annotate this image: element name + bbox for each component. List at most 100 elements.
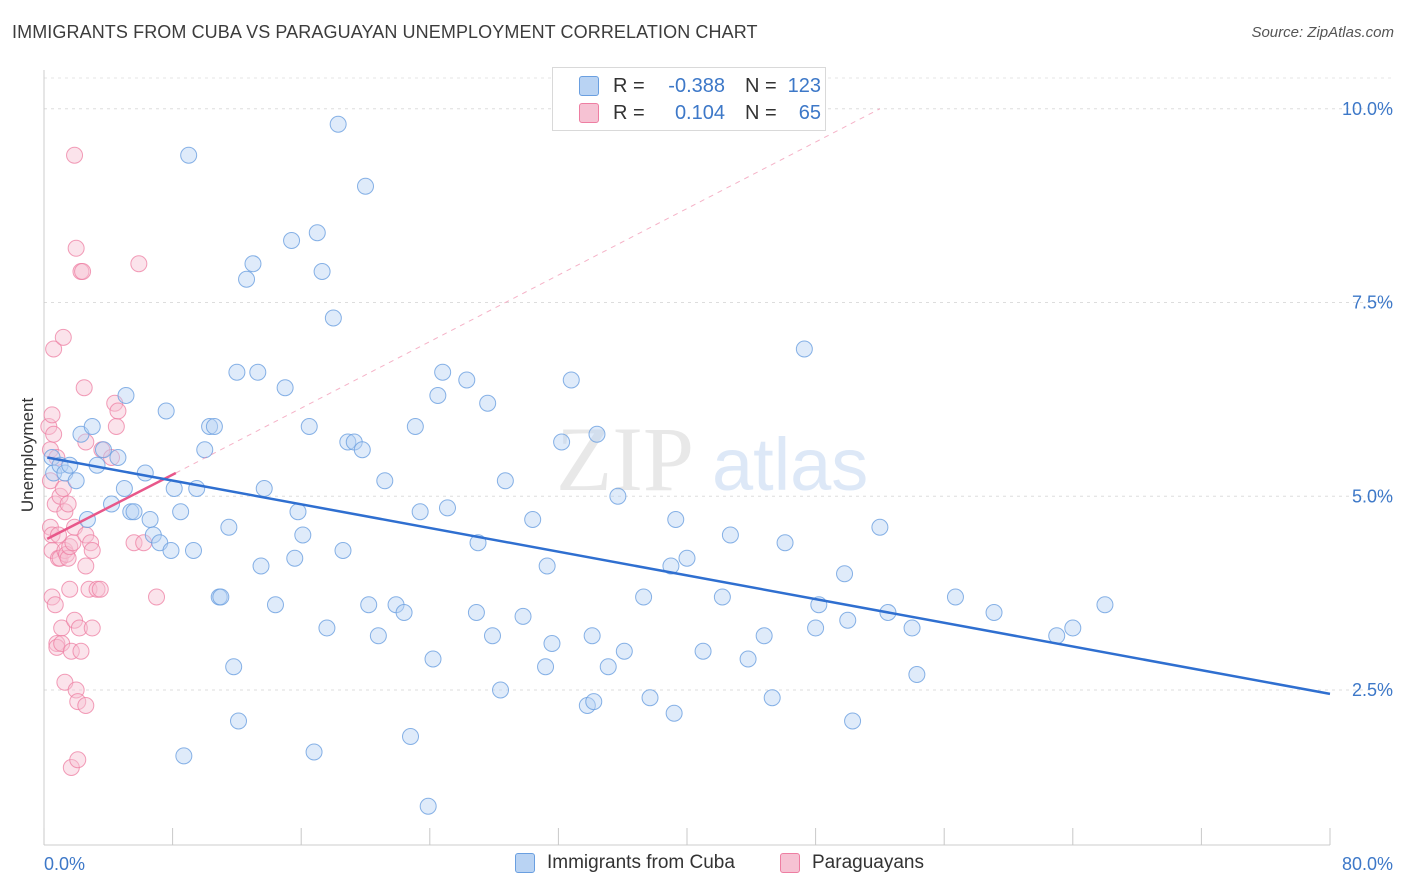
cuba-point — [438, 499, 456, 517]
cuba-point — [230, 712, 248, 730]
x-tick-label-max: 80.0% — [1342, 854, 1393, 874]
cuba-point — [357, 177, 374, 195]
cuba-point — [339, 433, 357, 451]
cuba-point — [496, 472, 514, 490]
cuba-point — [1096, 596, 1114, 614]
cuba-point — [609, 487, 627, 505]
cuba-point — [479, 394, 497, 412]
cuba-point — [94, 441, 112, 459]
cuba-point — [395, 604, 413, 621]
paraguayans-point — [45, 340, 63, 358]
cuba-point — [836, 565, 854, 583]
paraguayans-point — [67, 239, 85, 257]
paraguayans-point — [69, 751, 87, 769]
cuba-point — [538, 557, 556, 575]
cuba-point — [844, 712, 862, 730]
paraguayans-point — [91, 580, 109, 598]
cuba-point — [946, 588, 964, 606]
y-tick-label: 10.0% — [1342, 99, 1393, 119]
cuba-point — [117, 387, 135, 404]
cuba-point — [308, 224, 326, 242]
cuba-point — [411, 503, 429, 521]
cuba-point — [172, 503, 190, 521]
paraguayans-point — [72, 642, 90, 660]
cuba-point — [721, 526, 739, 544]
cuba-point — [678, 549, 696, 567]
cuba-point — [313, 263, 331, 280]
x-tick-label-min: 0.0% — [44, 854, 85, 874]
paraguayans-points — [40, 146, 166, 776]
cuba-point — [289, 503, 307, 521]
cuba-point — [871, 518, 889, 536]
cuba-point — [228, 363, 246, 381]
cuba-point — [220, 518, 238, 536]
paraguayans-point — [54, 328, 72, 346]
cuba-point — [244, 255, 262, 273]
cuba-point — [537, 658, 555, 676]
paraguayans-point — [109, 402, 127, 420]
cuba-point — [157, 402, 175, 420]
cuba-point — [238, 270, 256, 288]
cuba-point — [588, 425, 606, 443]
cuba-point — [434, 363, 452, 381]
legend-r-value: -0.388 — [668, 74, 725, 97]
legend-n-label: N = — [745, 74, 777, 97]
cuba-point — [665, 704, 683, 722]
cuba-point — [492, 681, 510, 699]
cuba-point — [467, 604, 485, 621]
cuba-point — [713, 588, 731, 606]
cuba-point — [635, 588, 653, 606]
legend-r-label: R = — [613, 74, 645, 97]
bottom-legend-cuba: Immigrants from Cuba — [515, 852, 735, 874]
cuba-point — [184, 542, 202, 559]
cuba-point — [305, 743, 323, 761]
cuba-point — [376, 472, 394, 490]
cuba-point — [252, 557, 270, 575]
cuba-point — [419, 797, 437, 815]
cuba-point — [662, 557, 680, 575]
cuba-point — [839, 611, 857, 629]
cuba-point — [776, 534, 794, 552]
paraguayans-point — [69, 693, 87, 711]
cuba-point — [225, 658, 243, 676]
watermark-atlas: atlas — [712, 423, 868, 506]
cuba-point — [807, 619, 825, 637]
paraguayans-point — [77, 697, 95, 714]
cuba-point — [424, 650, 442, 668]
paraguayans-point — [83, 619, 101, 637]
y-tick-label: 7.5% — [1352, 293, 1393, 313]
cuba-point — [553, 433, 571, 451]
cuba-point — [615, 642, 633, 660]
legend-label-cuba: Immigrants from Cuba — [547, 852, 735, 873]
cuba-point — [141, 511, 159, 528]
cuba-point — [763, 689, 781, 707]
legend-swatch-pink — [780, 853, 800, 873]
legend-swatch-pink — [579, 103, 599, 123]
cuba-point — [562, 371, 580, 389]
chart-title: IMMIGRANTS FROM CUBA VS PARAGUAYAN UNEMP… — [12, 22, 758, 42]
cuba-point — [739, 650, 757, 668]
correlation-legend: R = -0.388 N = 123 R = 0.104 N = 65 — [552, 67, 826, 131]
cuba-points — [43, 115, 1114, 815]
paraguayans-point — [46, 596, 64, 614]
paraguayans-point — [66, 146, 84, 164]
legend-swatch-blue — [579, 76, 599, 96]
cuba-point — [125, 503, 143, 521]
cuba-point — [180, 146, 198, 164]
y-tick-label: 5.0% — [1352, 486, 1393, 506]
cuba-trend-line — [46, 456, 1331, 696]
trend-lines — [46, 108, 1331, 696]
paraguayans-point — [107, 418, 125, 435]
cuba-point — [162, 542, 180, 559]
paraguayans-point — [61, 580, 79, 598]
cuba-point — [694, 642, 712, 660]
cuba-point — [429, 387, 447, 404]
paraguayans-point — [43, 406, 61, 424]
cuba-point — [524, 511, 542, 528]
paraguayans-point — [125, 534, 143, 552]
cuba-point — [329, 115, 347, 133]
cuba-point — [360, 596, 378, 614]
cuba-point — [83, 418, 101, 435]
paraguayans-point — [74, 263, 92, 280]
cuba-point — [324, 309, 342, 327]
